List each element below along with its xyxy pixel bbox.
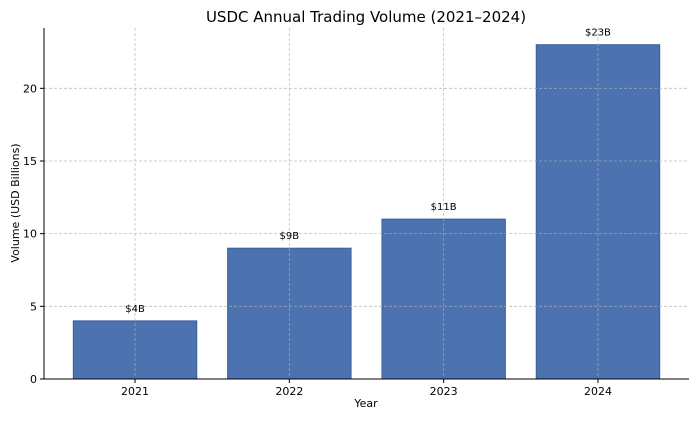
chart-title: USDC Annual Trading Volume (2021–2024) <box>206 8 526 26</box>
y-tick-label: 0 <box>30 373 37 386</box>
x-axis-label: Year <box>353 397 378 410</box>
x-tick-label: 2024 <box>584 385 612 398</box>
data-label-2022: $9B <box>280 231 300 242</box>
x-tick-label: 2021 <box>121 385 149 398</box>
y-tick-label: 10 <box>23 228 37 241</box>
x-tick-label: 2022 <box>275 385 303 398</box>
data-label-2024: $23B <box>585 28 611 39</box>
y-tick-label: 15 <box>23 155 37 168</box>
y-axis-label: Volume (USD Billions) <box>9 143 22 262</box>
data-label-2021: $4B <box>125 304 145 315</box>
y-tick-label: 5 <box>30 300 37 313</box>
x-tick-label: 2023 <box>430 385 458 398</box>
data-label-2023: $11B <box>431 202 457 213</box>
y-tick-label: 20 <box>23 82 37 95</box>
